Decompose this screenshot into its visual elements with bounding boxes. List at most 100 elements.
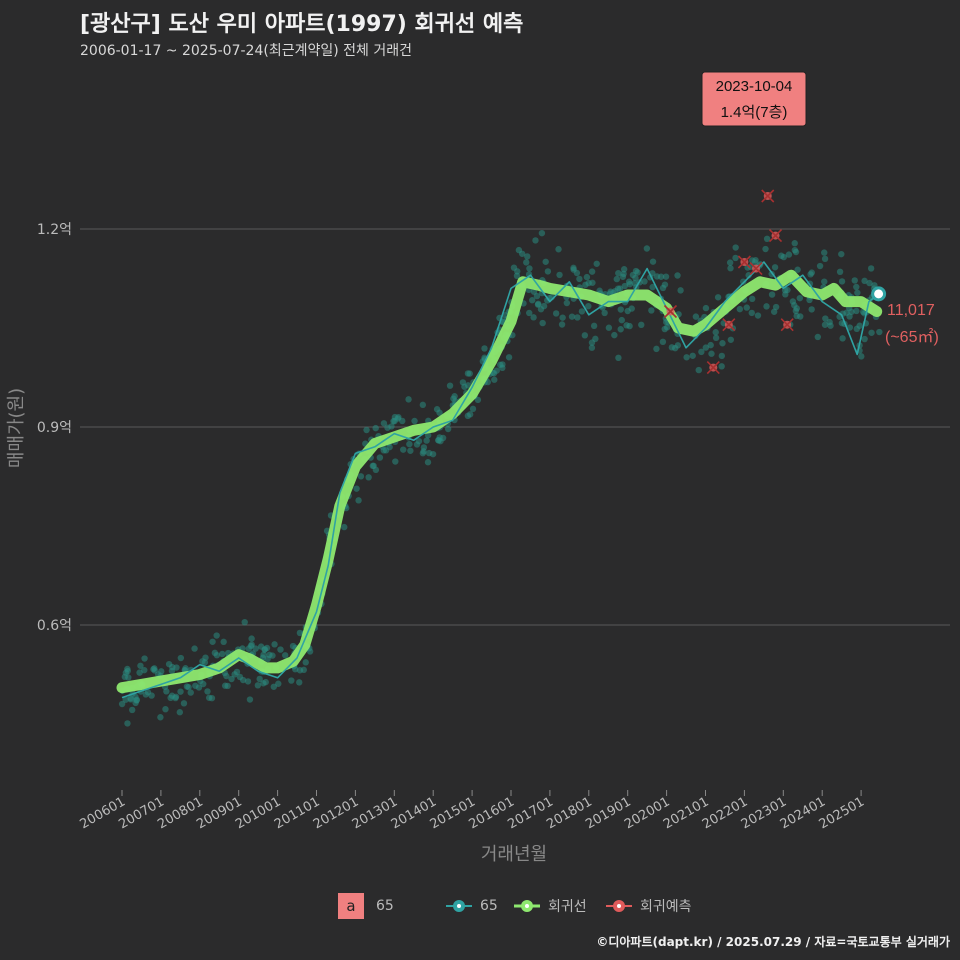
transaction-point [861, 277, 868, 285]
transaction-point [444, 425, 452, 433]
transaction-point [376, 454, 384, 461]
legend-regression-swatch [514, 900, 540, 912]
transaction-point [563, 299, 571, 307]
transaction-point [451, 393, 458, 400]
transaction-point [712, 334, 720, 342]
transaction-point [605, 324, 613, 331]
transaction-point [420, 444, 428, 451]
transaction-point [768, 291, 776, 298]
transaction-point [677, 287, 684, 294]
end-area-label: (~65㎡) [885, 328, 939, 346]
y-tick-label: 0.6억 [37, 618, 72, 634]
transaction-point [791, 240, 798, 247]
transaction-point [518, 250, 526, 257]
transaction-point [180, 700, 188, 707]
transaction-point [400, 446, 407, 453]
prediction-cross [761, 189, 775, 203]
transaction-point [653, 345, 660, 353]
transaction-point [413, 441, 421, 448]
transaction-point [556, 271, 563, 279]
transaction-point [136, 669, 143, 676]
transaction-point [698, 348, 705, 356]
transaction-point [204, 688, 211, 695]
transaction-point [264, 655, 271, 663]
transaction-point [491, 376, 498, 383]
transaction-point [539, 319, 546, 327]
transaction-point [791, 246, 799, 254]
transaction-point [649, 283, 656, 291]
transaction-point [822, 315, 829, 322]
x-tick-label: 202501 [817, 794, 867, 832]
transaction-point [589, 279, 596, 286]
transaction-point [793, 312, 800, 320]
transaction-point [244, 678, 252, 685]
transaction-point [785, 251, 793, 258]
transaction-point [867, 265, 875, 272]
transaction-point [793, 305, 801, 312]
transaction-point [499, 364, 506, 372]
transaction-point [578, 308, 586, 315]
transaction-point [821, 321, 829, 328]
transaction-point [695, 366, 702, 374]
transaction-point [581, 332, 589, 339]
transaction-point [239, 676, 247, 684]
annotation-date: 2023-10-04 [716, 78, 793, 95]
latest-point [871, 286, 887, 302]
transaction-point [683, 354, 690, 361]
line-layer [116, 261, 883, 699]
transaction-point [821, 249, 828, 256]
transaction-point [708, 350, 715, 357]
legend-65-swatch [446, 900, 472, 912]
transaction-point [796, 294, 804, 302]
transaction-point [355, 497, 362, 504]
transaction-point [257, 643, 265, 650]
transaction-point [419, 401, 427, 409]
prediction-cross [722, 318, 736, 332]
transaction-point [624, 307, 631, 315]
transaction-point [555, 246, 562, 253]
transaction-point [638, 321, 645, 329]
transaction-point [846, 324, 854, 331]
legend-prediction-swatch [606, 900, 632, 912]
transaction-point [246, 696, 254, 703]
transaction-point [372, 424, 379, 432]
transaction-point [201, 659, 209, 666]
transaction-point [601, 309, 608, 317]
transaction-point [185, 683, 192, 691]
transaction-point [659, 338, 667, 346]
transaction-point [643, 245, 651, 252]
transaction-point [277, 646, 284, 653]
transaction-point [270, 683, 278, 690]
transaction-point [590, 322, 598, 330]
transaction-point [187, 689, 194, 696]
transaction-point [209, 638, 216, 645]
transaction-point [574, 314, 581, 321]
transaction-point [615, 354, 622, 362]
transaction-point [124, 720, 131, 727]
transaction-point [252, 645, 259, 652]
transaction-point [836, 268, 844, 276]
transaction-point [241, 618, 248, 626]
transaction-point [419, 450, 427, 457]
transaction-point [205, 694, 213, 701]
transaction-point [623, 322, 630, 329]
transaction-point [662, 273, 670, 280]
transaction-point [732, 254, 739, 262]
transaction-point [405, 396, 412, 403]
transaction-point [674, 272, 681, 279]
transaction-point [289, 642, 297, 650]
transaction-point [118, 700, 126, 708]
transaction-point [617, 326, 624, 333]
transaction-point [446, 382, 454, 389]
transaction-point [436, 409, 443, 416]
transaction-point [529, 297, 536, 304]
transaction-point [542, 258, 549, 265]
transaction-point [583, 273, 591, 281]
transaction-point [868, 329, 875, 336]
transaction-point [122, 696, 129, 703]
transaction-point [558, 321, 566, 328]
transaction-point [128, 706, 136, 714]
transaction-point [195, 684, 203, 691]
transaction-point [341, 523, 348, 531]
transaction-point [228, 675, 235, 683]
